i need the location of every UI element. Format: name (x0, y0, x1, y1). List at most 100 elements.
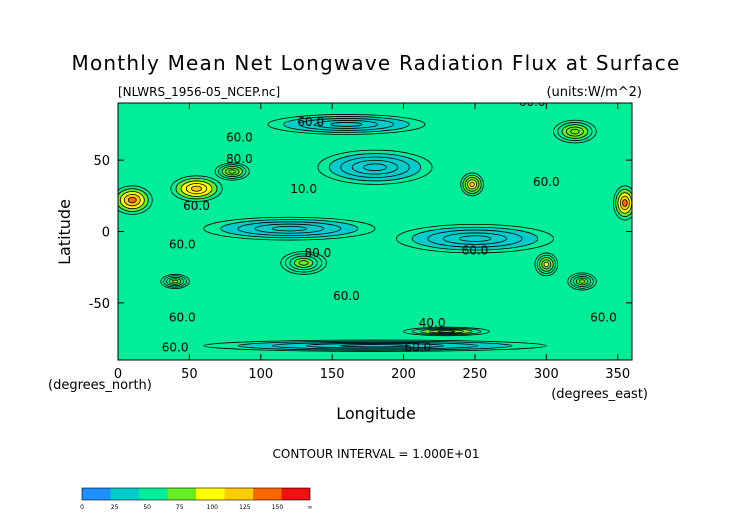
contour-line (118, 188, 149, 212)
anomaly-region (172, 280, 178, 283)
contour-line (340, 156, 410, 178)
colorbar-label: 25 (111, 504, 119, 511)
contour-line (403, 326, 490, 337)
contour-line (203, 339, 547, 352)
contour-label: 40.0 (419, 316, 446, 330)
contour-line (237, 221, 342, 236)
chart-title: Monthly Mean Net Longwave Radiation Flux… (72, 51, 681, 75)
contour-label: 60.0 (183, 199, 210, 213)
contour-line (536, 254, 556, 274)
contour-label: 60.0 (169, 238, 196, 252)
anomaly-region (544, 262, 549, 267)
y-tick-label: -50 (89, 297, 110, 312)
anomaly-region (340, 344, 410, 347)
contour-line (411, 327, 482, 336)
contour-line (294, 257, 314, 268)
contour-line (289, 255, 318, 271)
contour-line (330, 122, 363, 127)
colorbar-frame (81, 487, 311, 501)
anomaly-region (299, 260, 309, 266)
contour-line (123, 193, 141, 207)
contour-line (622, 199, 628, 207)
x-tick-label: 100 (248, 367, 273, 382)
contour-line (298, 260, 309, 266)
contour-line (619, 195, 630, 211)
contour-line (306, 343, 444, 349)
contour-line (567, 272, 597, 291)
anomaly-region (128, 197, 137, 203)
y-unit-label: (degrees_north) (48, 378, 152, 393)
contour-line (427, 229, 523, 248)
contour-line (127, 196, 137, 204)
contour-line (271, 341, 479, 350)
anomaly-region (469, 182, 475, 187)
contour-line (185, 183, 208, 195)
contour-line (254, 223, 325, 234)
contour-line (163, 275, 187, 288)
contour-line (314, 120, 379, 129)
contour-line (467, 179, 478, 190)
x-tick-label: 0 (114, 367, 122, 382)
colorbar-swatch (196, 488, 225, 500)
contour-line (428, 329, 464, 334)
colorbar-swatch (224, 488, 253, 500)
colorbar-label: 75 (176, 504, 184, 511)
colorbar-swatch (139, 488, 168, 500)
contour-line (237, 340, 513, 351)
colorbar-swatch (82, 488, 111, 500)
contour-line (171, 279, 179, 284)
contour-line (363, 163, 387, 172)
contour-line (541, 259, 552, 270)
contour-label: 60.0 (462, 243, 489, 257)
contour-line (317, 149, 433, 185)
colorbar-swatch (110, 488, 139, 500)
source-file-label: [NLWRS_1956-05_NCEP.nc] (118, 85, 280, 99)
colorbar-swatch (253, 488, 282, 500)
contour-line (469, 181, 475, 188)
contour-line (284, 253, 323, 273)
contour-line (570, 274, 594, 289)
contour-line (615, 188, 632, 218)
contour-line (396, 223, 554, 254)
contour-label: 60.0 (590, 310, 617, 324)
contour-line (437, 330, 456, 333)
anomaly-region (459, 235, 491, 242)
x-axis: 0 50 100 150 200 250 300 350 (114, 103, 630, 382)
contour-line (218, 164, 247, 179)
contour-line (420, 328, 473, 335)
anomaly-region (191, 186, 202, 192)
anomaly-region (363, 163, 387, 171)
contour-line (575, 277, 589, 286)
x-tick-label: 200 (391, 367, 416, 382)
contour-line (462, 174, 482, 194)
colorbar-label: 125 (239, 504, 251, 511)
contour-line (220, 219, 359, 239)
contour-line (557, 122, 593, 142)
contour-line (228, 169, 237, 174)
x-tick-label: 150 (320, 367, 345, 382)
contour-line (221, 165, 243, 178)
contour-line (565, 126, 584, 137)
field-background (118, 103, 632, 360)
contour-lines (118, 114, 632, 352)
contour-line (543, 261, 550, 268)
x-tick-label: 250 (463, 367, 488, 382)
contour-label: 60.0 (226, 131, 253, 145)
colorbar-label: 50 (143, 504, 151, 511)
contour-line (267, 114, 426, 135)
anomaly-region (330, 122, 363, 127)
y-axis: 50 0 -50 (89, 154, 632, 312)
contour-line (411, 226, 539, 251)
contour-line (169, 278, 182, 285)
contour-line (328, 153, 422, 182)
colorbar-label: 100 (207, 504, 219, 511)
contour-line (118, 185, 153, 215)
contour-line (351, 159, 399, 175)
contour-line (561, 124, 589, 139)
contour-line (170, 175, 223, 202)
contour-line (190, 185, 203, 192)
contour-line (160, 273, 190, 290)
x-unit-label: (degrees_east) (551, 387, 648, 402)
contour-line (298, 118, 394, 131)
contour-line (119, 191, 145, 210)
